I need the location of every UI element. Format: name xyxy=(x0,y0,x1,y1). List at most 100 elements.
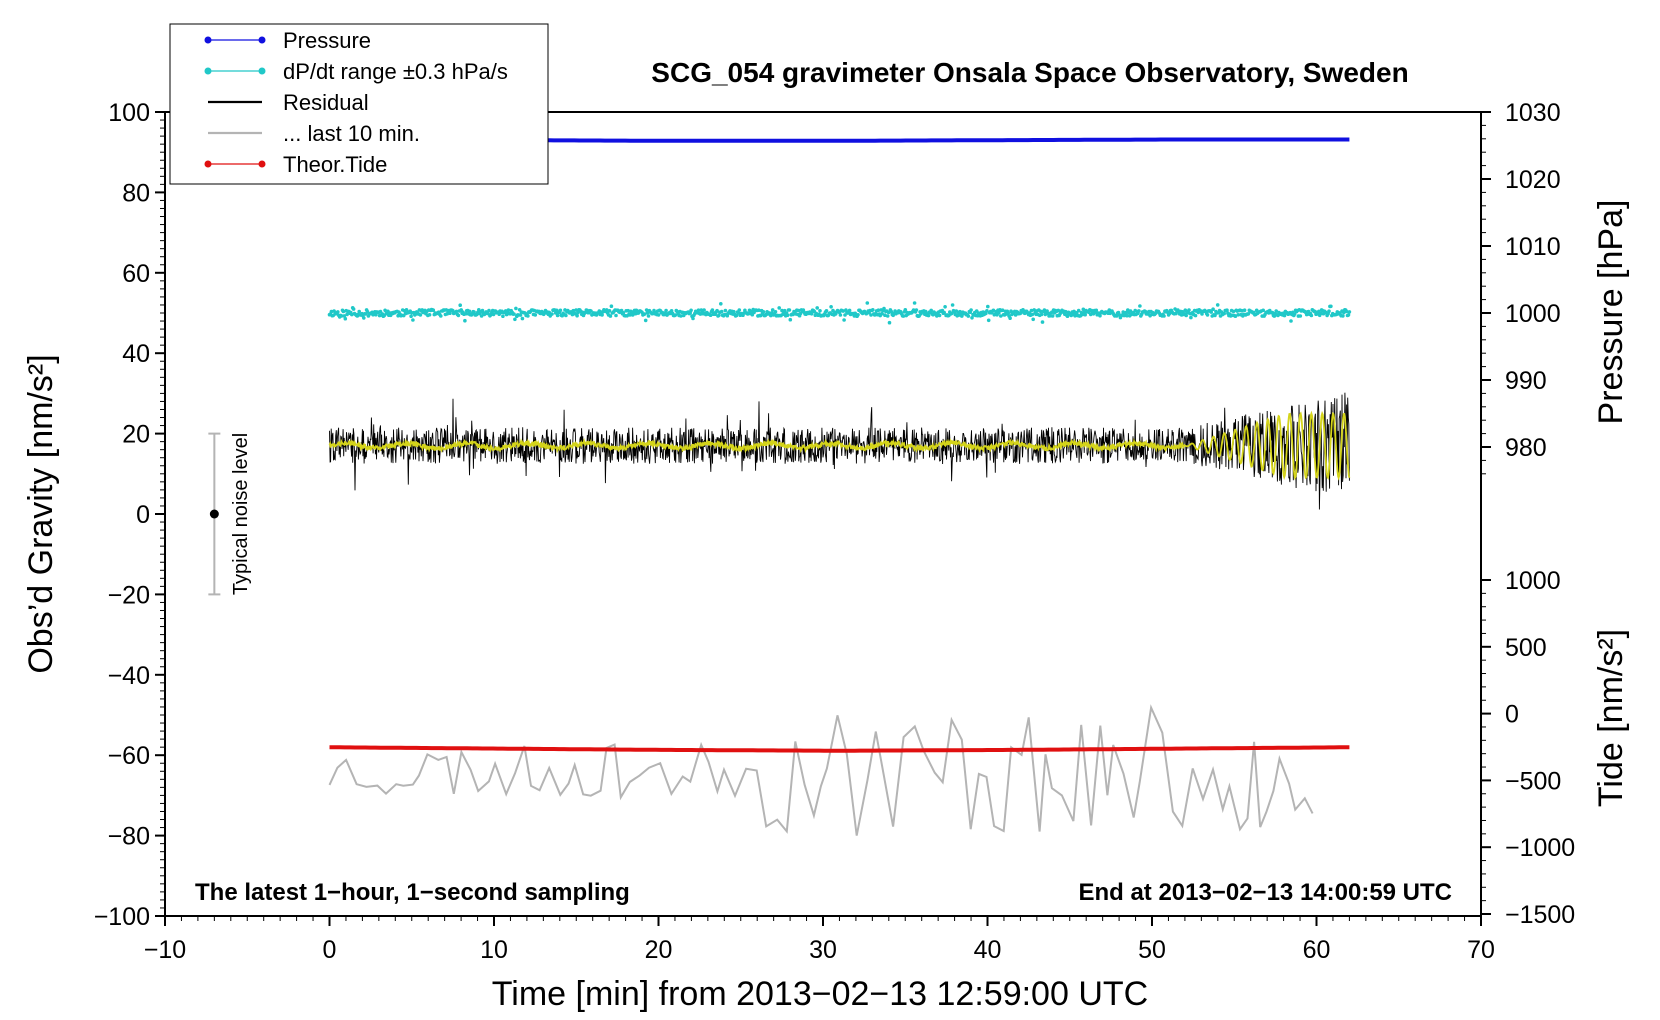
y-left-tick-label: 20 xyxy=(122,421,150,449)
y-left-axis-title: Obs’d Gravity [nm/s²] xyxy=(22,354,60,673)
plot-layer xyxy=(327,137,1352,836)
dpdt-point xyxy=(1138,304,1142,308)
dpdt-point xyxy=(1309,313,1314,318)
dpdt-point xyxy=(656,313,661,317)
dpdt-point xyxy=(1289,319,1293,323)
dpdt-point xyxy=(777,306,781,310)
dpdt-point xyxy=(1073,314,1077,318)
dpdt-point xyxy=(626,308,630,313)
dpdt-point xyxy=(723,308,728,313)
plot-frame xyxy=(164,111,1482,917)
dpdt-point xyxy=(1114,314,1119,318)
dpdt-point xyxy=(818,309,822,313)
dpdt-point xyxy=(719,309,724,314)
x-tick-label: 30 xyxy=(809,936,837,964)
dpdt-point xyxy=(943,305,947,309)
dpdt-point xyxy=(1137,309,1141,313)
dpdt-point xyxy=(841,309,845,313)
dpdt-point xyxy=(558,308,563,313)
dpdt-point xyxy=(769,313,773,318)
dpdt-point xyxy=(1240,308,1244,313)
dpdt-point xyxy=(871,308,875,312)
dpdt-point xyxy=(950,303,955,307)
dpdt-point xyxy=(575,313,579,318)
dpdt-point xyxy=(1211,307,1215,312)
dpdt-point xyxy=(1189,315,1193,320)
dpdt-point xyxy=(929,308,933,313)
dpdt-point xyxy=(903,308,908,312)
dpdt-point xyxy=(696,308,701,313)
dpdt-point xyxy=(409,314,413,319)
dpdt-point xyxy=(1065,314,1070,319)
dpdt-point xyxy=(526,314,530,318)
pressure-tick-label: 1030 xyxy=(1505,99,1561,127)
dpdt-point xyxy=(357,309,362,314)
x-tick-label: 0 xyxy=(323,936,337,964)
right-note: End at 2013−02−13 14:00:59 UTC xyxy=(1078,879,1452,906)
dpdt-point xyxy=(336,310,340,314)
legend-label: dP/dt range ±0.3 hPa/s xyxy=(283,59,508,84)
pressure-axis-title-group: Pressure [hPa] xyxy=(1592,200,1630,425)
dpdt-point xyxy=(608,314,613,318)
dpdt-point xyxy=(342,314,347,318)
dpdt-point xyxy=(329,309,334,314)
dpdt-point xyxy=(467,309,472,314)
pressure-tick-label: 1010 xyxy=(1505,233,1561,261)
dpdt-point xyxy=(1021,308,1025,312)
dpdt-point xyxy=(520,316,525,321)
noise-label-group: Typical noise level xyxy=(230,433,252,595)
noise-bar-center-dot xyxy=(209,509,219,519)
pressure-tick-label: 990 xyxy=(1505,367,1547,395)
dpdt-point xyxy=(986,318,991,323)
dpdt-point xyxy=(1242,308,1247,313)
dpdt-point xyxy=(1125,313,1129,318)
dpdt-point xyxy=(1205,313,1210,317)
dpdt-point xyxy=(869,313,873,317)
dpdt-point xyxy=(1038,309,1043,314)
dpdt-series xyxy=(327,301,1352,325)
legend-swatch-dot xyxy=(204,36,212,44)
y-left-tick-label: −40 xyxy=(108,662,150,690)
dpdt-point xyxy=(1098,313,1102,318)
dpdt-point xyxy=(1225,308,1229,313)
dpdt-point xyxy=(960,314,964,318)
dpdt-point xyxy=(472,310,476,314)
dpdt-point xyxy=(773,310,778,314)
x-tick-label: 50 xyxy=(1138,936,1166,964)
dpdt-point xyxy=(1209,310,1213,314)
dpdt-point xyxy=(1032,308,1036,312)
last10-series-line xyxy=(328,704,1314,836)
dpdt-point xyxy=(912,301,917,305)
x-tick-label: 60 xyxy=(1303,936,1331,964)
dpdt-point xyxy=(1076,308,1081,313)
dpdt-point xyxy=(630,313,635,317)
dpdt-point xyxy=(708,313,713,318)
dpdt-point xyxy=(717,313,721,318)
dpdt-point xyxy=(1298,314,1303,318)
dpdt-point xyxy=(999,314,1003,318)
dpdt-point xyxy=(787,308,792,312)
legend-swatch-dot xyxy=(258,67,266,75)
dpdt-point xyxy=(702,308,706,312)
dpdt-point xyxy=(1282,313,1287,318)
dpdt-point xyxy=(1031,317,1035,322)
dpdt-point xyxy=(550,312,554,316)
y-left-tick-label: 0 xyxy=(136,501,150,529)
dpdt-point xyxy=(838,313,843,317)
dpdt-point xyxy=(935,314,939,318)
dpdt-point xyxy=(679,314,683,318)
dpdt-point xyxy=(1347,310,1352,314)
dpdt-point xyxy=(949,311,954,316)
dpdt-point xyxy=(609,304,614,309)
dpdt-point xyxy=(1318,311,1323,316)
dpdt-point xyxy=(1167,311,1172,316)
dpdt-point xyxy=(698,312,703,316)
legend-swatch-dot xyxy=(204,160,212,168)
dpdt-point xyxy=(1274,309,1278,313)
dpdt-point xyxy=(815,306,819,310)
tide-tick-label: 1000 xyxy=(1505,567,1561,595)
residual-series-line xyxy=(329,392,1350,510)
pressure-tick-label: 1000 xyxy=(1505,300,1561,328)
legend-swatch-dot xyxy=(258,160,266,168)
